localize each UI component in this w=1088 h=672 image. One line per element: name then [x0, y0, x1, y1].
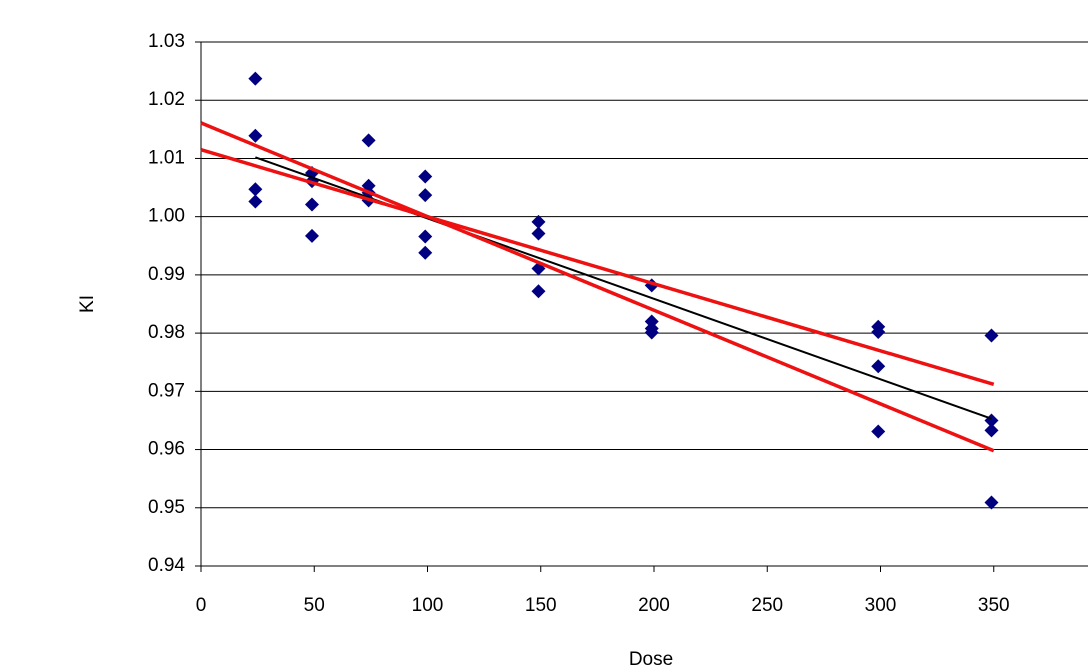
- y-tick-label: 1.03: [148, 31, 185, 52]
- x-tick-label: 0: [196, 595, 207, 616]
- x-tick-label: 150: [525, 595, 557, 616]
- x-axis-title: Dose: [629, 649, 673, 670]
- x-tick-label: 350: [978, 595, 1010, 616]
- data-point: [984, 495, 999, 510]
- x-tick-label: 300: [865, 595, 897, 616]
- x-tick-label: 50: [304, 595, 325, 616]
- y-tick-label: 0.95: [148, 497, 185, 518]
- data-point: [418, 188, 433, 203]
- x-tick-label: 100: [412, 595, 444, 616]
- data-point: [248, 194, 263, 209]
- data-point: [531, 214, 546, 229]
- data-point: [304, 228, 319, 243]
- fit-line: [200, 121, 995, 453]
- y-tick-label: 0.94: [148, 555, 185, 576]
- y-tick-label: 0.99: [148, 264, 185, 285]
- y-tick-label: 0.97: [148, 380, 185, 401]
- data-point: [644, 325, 659, 340]
- data-point: [871, 424, 886, 439]
- data-point: [984, 423, 999, 438]
- y-tick-label: 1.01: [148, 147, 185, 168]
- data-point: [871, 324, 886, 339]
- data-point: [304, 197, 319, 212]
- y-tick-label: 0.98: [148, 322, 185, 343]
- data-point: [531, 284, 546, 299]
- data-point: [248, 71, 263, 86]
- y-tick-label: 1.00: [148, 206, 185, 227]
- data-point: [871, 359, 886, 374]
- data-point: [418, 169, 433, 184]
- y-axis-title: KI: [77, 295, 98, 313]
- fit-line: [200, 148, 995, 387]
- y-tick-label: 0.96: [148, 439, 185, 460]
- data-point: [248, 128, 263, 143]
- data-point: [984, 328, 999, 343]
- data-point: [418, 229, 433, 244]
- data-point: [248, 182, 263, 197]
- x-tick-label: 200: [638, 595, 670, 616]
- data-point: [531, 226, 546, 241]
- x-tick-label: 250: [751, 595, 783, 616]
- data-point: [418, 245, 433, 260]
- y-tick-label: 1.02: [148, 89, 185, 110]
- data-point: [361, 133, 376, 148]
- fit-line: [255, 156, 992, 420]
